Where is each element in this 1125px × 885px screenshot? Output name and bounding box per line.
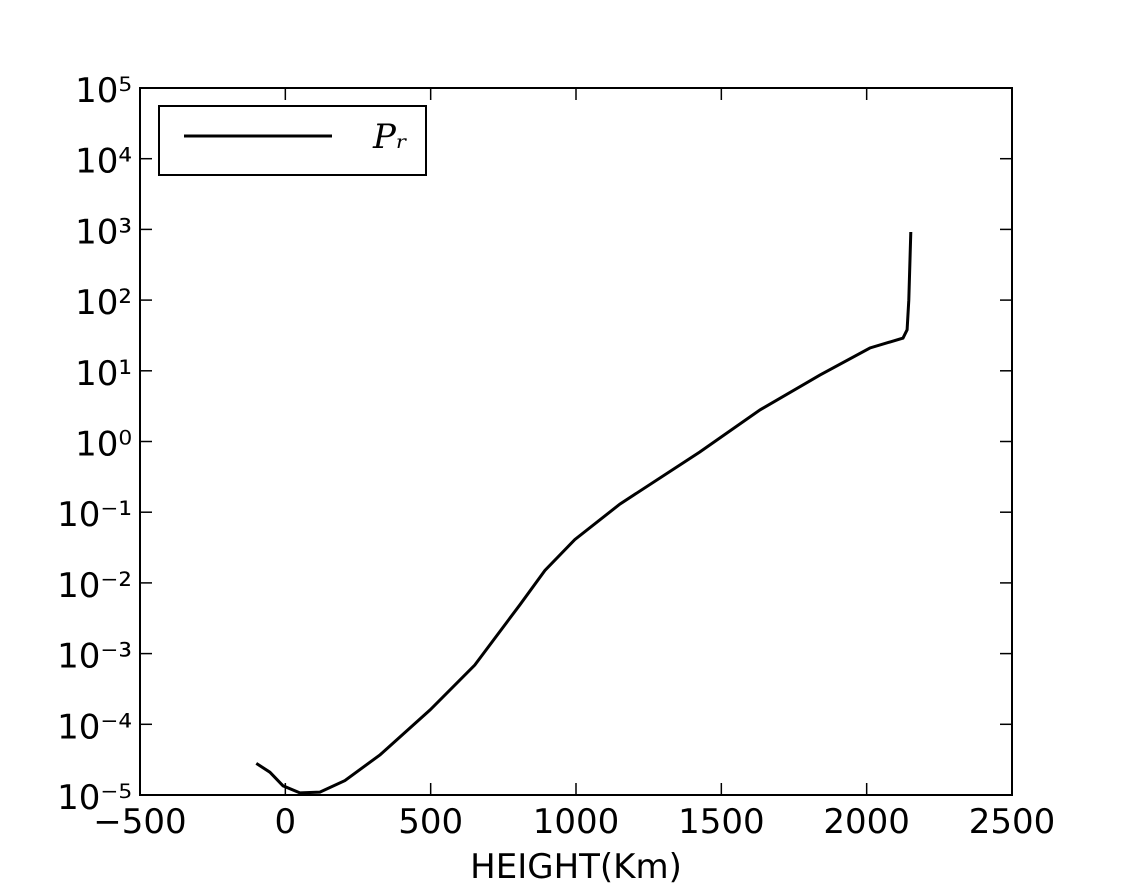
y-tick-label: 10⁰ (75, 425, 132, 465)
y-tick-label: 10⁻³ (57, 637, 132, 677)
x-tick-label: 0 (275, 802, 297, 842)
x-tick-label: 2500 (969, 802, 1056, 842)
y-tick-label: 10⁻¹ (57, 495, 132, 535)
y-tick-label: 10⁻⁵ (57, 778, 132, 818)
line (255, 231, 913, 795)
y-tick-label: 10⁴ (75, 142, 132, 182)
x-axis-label: HEIGHT(Km) (470, 847, 682, 885)
y-tick-label: 10⁻⁴ (57, 707, 132, 747)
legend-box (158, 105, 427, 176)
y-tick-label: 10⁵ (75, 71, 132, 111)
plot-frame (139, 87, 1013, 796)
x-tick-label: 2000 (823, 802, 910, 842)
x-tick-label: −500 (93, 802, 186, 842)
x-tick-label: 1000 (533, 802, 620, 842)
y-tick-label: 10⁻² (57, 566, 132, 606)
legend-label: Pᵣ (372, 117, 408, 157)
x-tick-label: 500 (398, 802, 463, 842)
y-tick-label: 10² (75, 283, 132, 323)
x-tick-label: 1500 (678, 802, 765, 842)
y-tick-label: 10¹ (75, 354, 132, 394)
y-tick-label: 10³ (75, 212, 132, 252)
